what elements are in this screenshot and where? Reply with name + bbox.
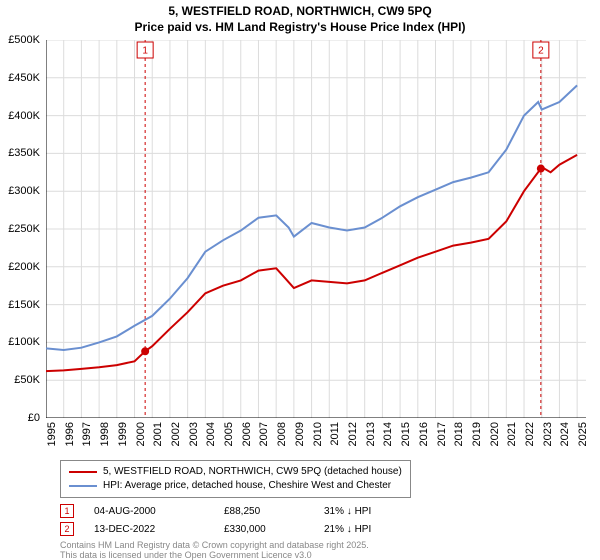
x-tick-label: 2007: [258, 422, 270, 446]
x-tick-label: 1997: [81, 422, 93, 446]
x-tick-label: 2014: [382, 422, 394, 446]
x-tick-label: 2020: [489, 422, 501, 446]
svg-text:2: 2: [538, 46, 544, 57]
chart-container: 5, WESTFIELD ROAD, NORTHWICH, CW9 5PQ Pr…: [0, 0, 600, 560]
x-tick-label: 2001: [152, 422, 164, 446]
x-tick-label: 2008: [276, 422, 288, 446]
x-tick-label: 2004: [205, 422, 217, 446]
x-axis: 1995 1996 1997 1998 1999 2000 2001 2002 2003 2004…: [46, 420, 586, 460]
x-tick-label: 2025: [577, 422, 589, 446]
x-tick-label: 2018: [453, 422, 465, 446]
marker-badge: 1: [60, 504, 74, 518]
y-tick-label: £450K: [8, 72, 40, 84]
title-line-1: 5, WESTFIELD ROAD, NORTHWICH, CW9 5PQ: [0, 4, 600, 20]
plot-area: 12: [46, 40, 586, 418]
y-tick-label: £300K: [8, 185, 40, 197]
x-tick-label: 2003: [188, 422, 200, 446]
legend-swatch: [69, 485, 97, 487]
x-tick-label: 2005: [223, 422, 235, 446]
x-tick-label: 2013: [365, 422, 377, 446]
y-tick-label: £0: [28, 412, 40, 424]
marker-price: £330,000: [224, 524, 324, 535]
title-line-2: Price paid vs. HM Land Registry's House …: [0, 20, 600, 36]
x-tick-label: 1995: [46, 422, 58, 446]
x-tick-label: 1998: [99, 422, 111, 446]
marker-date: 04-AUG-2000: [94, 506, 224, 517]
marker-diff: 21% ↓ HPI: [324, 524, 424, 535]
x-tick-label: 2011: [329, 422, 341, 446]
markers-table: 1 04-AUG-2000£88,25031% ↓ HPI 2 13-DEC-2022…: [60, 502, 424, 538]
x-tick-label: 2024: [559, 422, 571, 446]
y-tick-label: £250K: [8, 223, 40, 235]
chart-svg: 12: [46, 40, 586, 418]
y-tick-label: £400K: [8, 110, 40, 122]
x-tick-label: 2016: [418, 422, 430, 446]
marker-diff: 31% ↓ HPI: [324, 506, 424, 517]
x-tick-label: 2019: [471, 422, 483, 446]
y-tick-label: £500K: [8, 34, 40, 46]
chart-title: 5, WESTFIELD ROAD, NORTHWICH, CW9 5PQ Pr…: [0, 0, 600, 35]
marker-row: 1 04-AUG-2000£88,25031% ↓ HPI: [60, 502, 424, 520]
y-tick-label: £350K: [8, 147, 40, 159]
y-tick-label: £50K: [14, 374, 40, 386]
footer-note: Contains HM Land Registry data © Crown c…: [60, 540, 369, 560]
x-tick-label: 2022: [524, 422, 536, 446]
x-tick-label: 2009: [294, 422, 306, 446]
x-tick-label: 2010: [312, 422, 324, 446]
x-tick-label: 2021: [506, 422, 518, 446]
legend-label: 5, WESTFIELD ROAD, NORTHWICH, CW9 5PQ (d…: [103, 465, 402, 479]
y-tick-label: £200K: [8, 261, 40, 273]
marker-price: £88,250: [224, 506, 324, 517]
x-tick-label: 2006: [241, 422, 253, 446]
x-tick-label: 1999: [117, 422, 129, 446]
footer-line-2: This data is licensed under the Open Gov…: [60, 550, 369, 560]
marker-badge: 2: [60, 522, 74, 536]
x-tick-label: 2002: [170, 422, 182, 446]
y-tick-label: £100K: [8, 336, 40, 348]
marker-row: 2 13-DEC-2022£330,00021% ↓ HPI: [60, 520, 424, 538]
svg-text:1: 1: [142, 46, 148, 57]
x-tick-label: 2015: [400, 422, 412, 446]
x-tick-label: 1996: [64, 422, 76, 446]
x-tick-label: 2000: [135, 422, 147, 446]
legend-label: HPI: Average price, detached house, Ches…: [103, 479, 391, 493]
legend: 5, WESTFIELD ROAD, NORTHWICH, CW9 5PQ (d…: [60, 460, 411, 498]
legend-swatch: [69, 471, 97, 473]
footer-line-1: Contains HM Land Registry data © Crown c…: [60, 540, 369, 550]
y-tick-label: £150K: [8, 299, 40, 311]
x-tick-label: 2023: [542, 422, 554, 446]
y-axis: £0£50K£100K£150K£200K£250K£300K£350K£400…: [0, 40, 44, 418]
x-tick-label: 2012: [347, 422, 359, 446]
legend-item: HPI: Average price, detached house, Ches…: [69, 479, 402, 493]
marker-date: 13-DEC-2022: [94, 524, 224, 535]
x-tick-label: 2017: [436, 422, 448, 446]
legend-item: 5, WESTFIELD ROAD, NORTHWICH, CW9 5PQ (d…: [69, 465, 402, 479]
